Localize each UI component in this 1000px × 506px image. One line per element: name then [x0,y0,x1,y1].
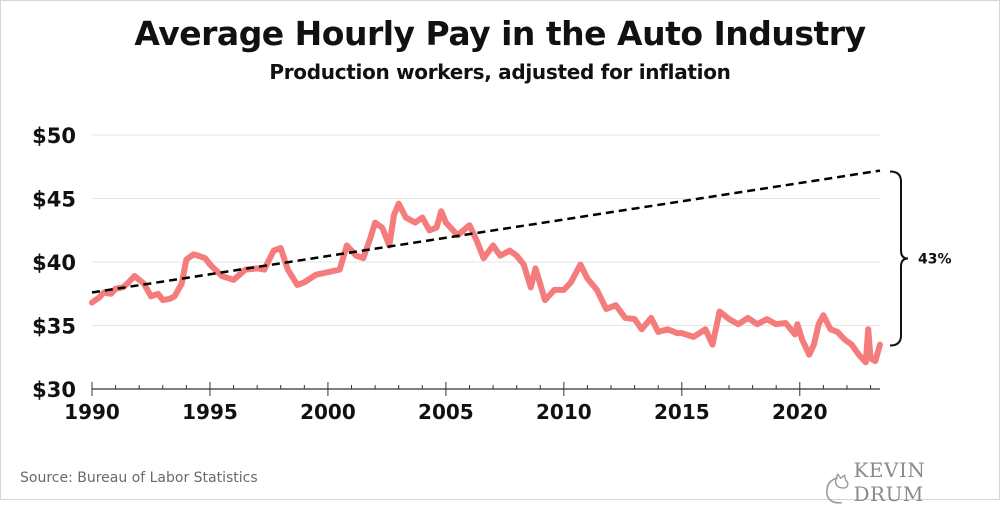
x-tick-label: 1995 [182,400,238,424]
y-tick-label: $50 [32,124,76,148]
x-tick-label: 2005 [418,400,474,424]
brace-annotation [889,170,909,347]
y-tick-label: $30 [32,378,76,402]
y-tick-label: $45 [32,188,76,212]
source-note: Source: Bureau of Labor Statistics [20,470,258,486]
x-tick-label: 2010 [536,400,592,424]
y-tick-label: $40 [32,251,76,275]
y-tick-label: $35 [32,315,76,339]
trend-line [91,169,881,294]
pay-line [89,200,883,366]
logo-text: KEVIN DRUM [853,458,926,506]
chart-subtitle: Production workers, adjusted for inflati… [269,60,731,84]
logo: KEVIN DRUM [822,458,1000,506]
gridlines [92,134,880,326]
cat-icon [826,472,849,504]
y-axis-ticks: $30 $35 $40 $45 $50 [32,124,76,402]
chart-title: Average Hourly Pay in the Auto Industry [134,14,866,53]
annotations: 43% [889,170,952,347]
data-series [89,169,883,366]
x-axis: 1990 1995 2000 2005 2010 2015 2020 [64,382,880,424]
x-tick-label: 1990 [64,400,120,424]
x-tick-label: 2020 [772,400,828,424]
x-tick-label: 2015 [654,400,710,424]
brace-label: 43% [918,252,952,268]
x-tick-label: 2000 [300,400,356,424]
